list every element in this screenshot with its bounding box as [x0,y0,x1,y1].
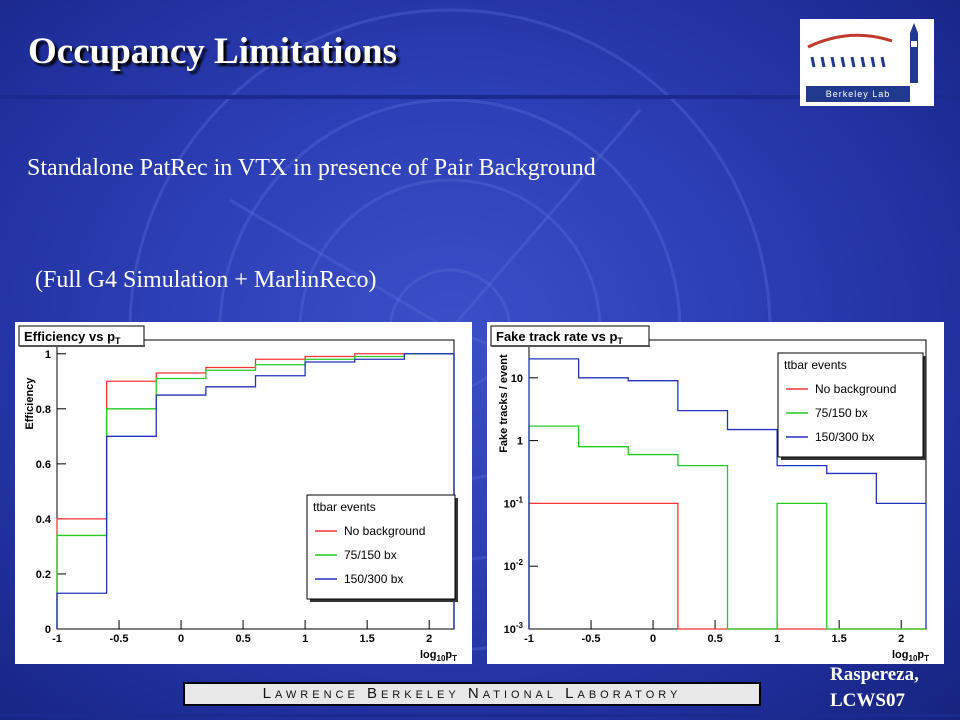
x-tick-label: 1 [774,633,780,645]
chart-title: Fake track rate vs pT [496,329,623,346]
legend-frame [777,352,924,458]
legend: ttbar events No background 75/150 bx 150/30… [777,352,926,460]
y-tick-label: 10-3 [504,621,524,636]
x-tick-label: -1 [52,633,62,645]
efficiency-chart-panel: -1 -0.5 0 0.5 1 1.5 2 0 0.2 0.4 0.6 0.8 1 Efficiency … [15,322,472,664]
y-tick-label: 1 [517,436,523,448]
simulation-note: (Full G4 Simulation + MarlinReco) [35,267,377,293]
x-tick-label: -0.5 [110,633,129,645]
x-tick-label: 0 [178,633,184,645]
x-tick-label: 1.5 [832,633,847,645]
legend-label: 150/300 bx [815,430,874,444]
chart-title-box: Fake track rate vs pT [490,325,650,347]
conference-name: LCWS07 [830,690,905,711]
x-tick-label: 0 [650,633,656,645]
chart-title: Efficiency vs pT [24,329,121,346]
series-line [528,358,927,629]
y-axis-label: Fake tracks / event [498,354,510,453]
legend-frame [306,494,456,600]
y-tick-label: 1 [45,349,51,361]
berkeley-lab-logo-icon [807,23,918,83]
x-tick-label: 0.5 [707,633,722,645]
efficiency-chart: -1 -0.5 0 0.5 1 1.5 2 0 0.2 0.4 0.6 0.8 1 Efficiency … [18,325,458,663]
legend-title: ttbar events [784,358,847,372]
x-tick-label: 1 [302,633,308,645]
lab-banner: Lawrence Berkeley National Laboratory [183,682,761,706]
fake-rate-chart-panel: -1 -0.5 0 0.5 1 1.5 2 10-3 10-2 10-1 1 10 Fake track… [487,322,944,664]
legend-label: No background [344,524,425,538]
y-tick-label: 0 [45,624,51,636]
top-rule [0,95,960,99]
y-tick-label: 0.2 [36,569,51,581]
y-tick-label: 0.6 [36,459,51,471]
x-tick-label: 0.5 [235,633,250,645]
slide-title: Occupancy Limitations [28,31,397,72]
legend: ttbar events No background 75/150 bx 150/30… [306,494,458,602]
legend-label: 75/150 bx [815,406,868,420]
y-tick-label: 0.4 [36,514,52,526]
author-name: Raspereza, [830,664,919,685]
chart-title-box: Efficiency vs pT [18,325,145,347]
bottom-rule [0,714,960,717]
x-axis-label: log10pT [420,649,457,663]
y-tick-label: 10 [511,373,523,385]
x-tick-label: 2 [426,633,432,645]
series-line [56,353,455,629]
title-shadow [492,345,650,347]
y-tick-label: 0.8 [36,404,51,416]
series-line [528,425,926,630]
legend-label: 75/150 bx [344,548,397,562]
x-tick-label: 1.5 [360,633,375,645]
berkeley-lab-logo: Berkeley Lab [800,19,934,106]
logo-text: Berkeley Lab [806,86,910,102]
author-credit: Raspereza, LCWS07 [830,662,919,714]
title-shadow [20,345,145,347]
x-tick-label: -0.5 [582,633,601,645]
slide-subtitle: Standalone PatRec in VTX in presence of … [27,155,596,181]
legend-label: 150/300 bx [344,572,403,586]
y-tick-label: 10-1 [504,495,524,510]
legend-label: No background [815,382,896,396]
y-axis-label: Efficiency [24,377,36,430]
x-tick-label: 2 [898,633,904,645]
legend-title: ttbar events [313,500,376,514]
x-axis-label: log10pT [892,649,929,663]
x-tick-label: -1 [524,633,534,645]
y-tick-label: 10-2 [504,558,524,573]
